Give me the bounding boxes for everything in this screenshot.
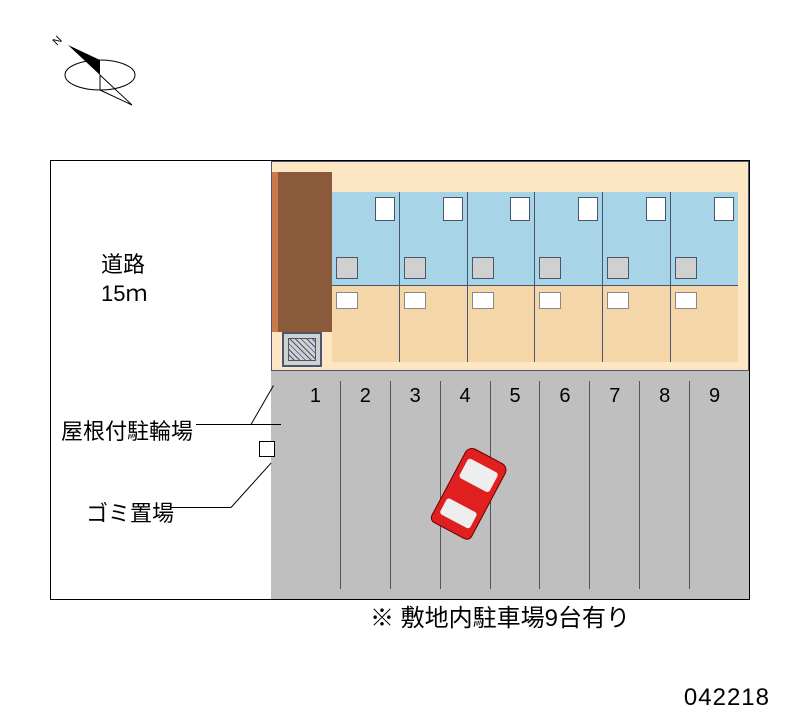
trash-station — [259, 441, 275, 457]
parking-area: 1 2 3 4 5 6 7 8 9 — [271, 371, 749, 599]
site-plan: N 道路 15ｍ 1 2 3 — [50, 30, 760, 630]
unit — [670, 192, 738, 362]
reference-number: 042218 — [684, 684, 770, 712]
spot-number: 5 — [509, 385, 520, 408]
spot-number: 6 — [559, 385, 570, 408]
building-zone — [271, 161, 749, 371]
parking-spot: 8 — [639, 381, 689, 589]
compass-n-label: N — [51, 34, 65, 48]
unit — [534, 192, 602, 362]
parking-note: ※ 敷地内駐車場9台有り — [370, 598, 630, 633]
spot-number: 9 — [709, 385, 720, 408]
spot-number: 7 — [609, 385, 620, 408]
parking-spot: 7 — [589, 381, 639, 589]
spot-number: 4 — [460, 385, 471, 408]
parking-spot: 3 — [390, 381, 440, 589]
spot-number: 1 — [310, 385, 321, 408]
spot-number: 8 — [659, 385, 670, 408]
parking-spot: 2 — [340, 381, 390, 589]
bike-parking-structure — [282, 332, 322, 367]
unit — [332, 192, 399, 362]
trash-label: ゴミ置場 — [86, 496, 174, 528]
parking-spot: 6 — [539, 381, 589, 589]
compass-icon: N — [50, 30, 150, 110]
parking-spot: 9 — [689, 381, 739, 589]
road-label-line2: 15ｍ — [101, 281, 147, 306]
road-label-line1: 道路 — [101, 252, 145, 277]
spot-number: 2 — [360, 385, 371, 408]
unit — [399, 192, 467, 362]
unit — [602, 192, 670, 362]
units-row — [332, 192, 738, 362]
road-label: 道路 15ｍ — [101, 251, 147, 308]
parking-spots: 1 2 3 4 5 6 7 8 9 — [291, 381, 739, 589]
entrance-strip — [272, 172, 332, 332]
leader-line — [171, 507, 231, 508]
road-area: 道路 15ｍ — [51, 161, 271, 599]
bike-parking-label: 屋根付駐輪場 — [61, 414, 193, 446]
unit — [467, 192, 535, 362]
spot-number: 3 — [410, 385, 421, 408]
plot-boundary: 道路 15ｍ 1 2 3 4 5 6 — [50, 160, 750, 600]
parking-spot: 1 — [291, 381, 340, 589]
